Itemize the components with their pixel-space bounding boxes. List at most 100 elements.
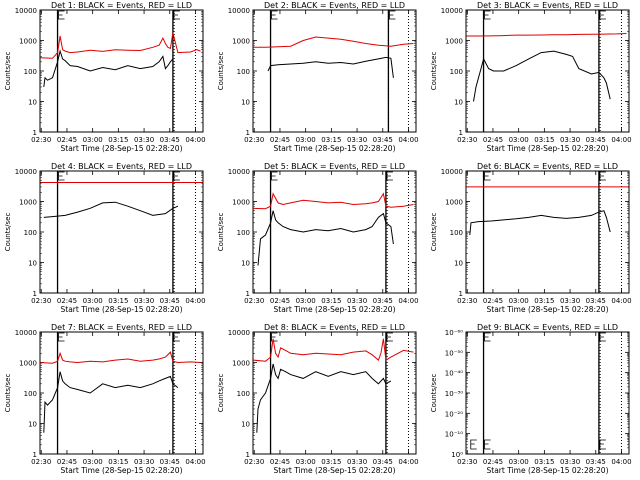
y-tick-label: 10⁻¹⁰ (445, 431, 463, 439)
series-events (469, 210, 611, 236)
y-tick-label: 1 (33, 290, 37, 298)
plot-frame (39, 170, 204, 294)
y-tick-label: 1 (246, 129, 250, 137)
x-tick-label: 03:15 (534, 458, 554, 466)
series-events (267, 56, 394, 78)
y-axis-label: Counts/sec (217, 52, 225, 91)
y-tick-label: 1 (459, 290, 463, 298)
panel-title: Det 3: BLACK = Events, RED = LLD (477, 1, 618, 10)
y-tick-label: 1000 (232, 38, 250, 46)
y-tick-label: 100 (237, 229, 250, 237)
x-tick-label: 03:00 (509, 136, 529, 144)
plot-frame (252, 170, 417, 294)
series-events (43, 49, 174, 87)
plot-frame (465, 331, 630, 455)
interval-flag (386, 332, 393, 342)
y-tick-label: 10000 (15, 168, 37, 176)
x-tick-label: 03:45 (586, 136, 606, 144)
detector-panel-4: Det 4: BLACK = Events, RED = LLD 1 10 100 10… (4, 162, 206, 314)
x-tick-label: 02:30 (244, 458, 264, 466)
x-tick-label: 03:00 (296, 297, 316, 305)
interval-flag (599, 10, 606, 20)
x-tick-label: 03:45 (160, 297, 180, 305)
x-tick-label: 03:45 (586, 458, 606, 466)
detector-panel-6: Det 6: BLACK = Events, RED = LLD 1 10 100 10… (430, 162, 632, 314)
x-tick-label: 04:00 (611, 297, 631, 305)
x-tick-label: 02:45 (57, 297, 77, 305)
x-tick-label: 02:45 (57, 136, 77, 144)
interval-flag (484, 332, 491, 342)
panel-title: Det 6: BLACK = Events, RED = LLD (477, 162, 618, 171)
plot-frame (252, 9, 417, 133)
y-axis-label: Counts/sec (430, 374, 438, 413)
x-tick-label: 03:45 (160, 136, 180, 144)
panel-title: Det 1: BLACK = Events, RED = LLD (51, 1, 192, 10)
x-tick-label: 03:30 (347, 458, 367, 466)
x-tick-label: 04:00 (398, 136, 418, 144)
plot-frame (39, 9, 204, 133)
interval-flag (599, 332, 606, 342)
x-axis-label: Start Time (28-Sep-15 02:28:20) (61, 466, 183, 475)
x-tick-label: 02:45 (483, 458, 503, 466)
y-axis-label: Counts/sec (4, 52, 12, 91)
y-tick-label: 10 (28, 260, 37, 268)
series-events (257, 210, 394, 266)
x-tick-label: 02:30 (457, 458, 477, 466)
plot-frame (252, 331, 417, 455)
series-events (43, 371, 179, 433)
y-tick-label: 10000 (15, 329, 37, 337)
x-axis-label: Start Time (28-Sep-15 02:28:20) (487, 144, 609, 153)
interval-flag (271, 332, 278, 342)
x-tick-label: 04:00 (185, 458, 205, 466)
x-tick-label: 03:15 (321, 297, 341, 305)
y-tick-label: 1 (33, 129, 37, 137)
interval-flag (271, 10, 278, 20)
interval-flag (58, 171, 65, 181)
x-tick-label: 02:45 (483, 297, 503, 305)
x-tick-label: 04:00 (611, 136, 631, 144)
x-tick-label: 02:30 (244, 297, 264, 305)
x-tick-label: 03:15 (321, 136, 341, 144)
x-tick-label: 03:45 (373, 297, 393, 305)
y-tick-label: 10⁻²⁰ (445, 410, 463, 418)
x-tick-label: 02:45 (270, 136, 290, 144)
x-axis-label: Start Time (28-Sep-15 02:28:20) (274, 466, 396, 475)
x-axis-label: Start Time (28-Sep-15 02:28:20) (61, 144, 183, 153)
detector-panel-1: Det 1: BLACK = Events, RED = LLD 1 10 100 10… (4, 1, 206, 153)
series-events (43, 201, 179, 218)
interval-flag (58, 332, 65, 342)
x-tick-label: 02:30 (457, 136, 477, 144)
series-lld (252, 338, 414, 362)
interval-flag (58, 10, 65, 20)
x-tick-label: 03:15 (321, 458, 341, 466)
interval-flag (599, 439, 606, 450)
x-axis-label: Start Time (28-Sep-15 02:28:20) (487, 466, 609, 475)
interval-flag (386, 171, 393, 181)
series-lld (39, 32, 201, 59)
detector-panel-2: Det 2: BLACK = Events, RED = LLD 1 10 100 10… (217, 1, 419, 153)
y-tick-label: 10000 (228, 329, 250, 337)
x-tick-label: 03:30 (560, 297, 580, 305)
x-tick-label: 02:30 (31, 297, 51, 305)
x-tick-label: 03:30 (134, 458, 154, 466)
plot-frame (465, 170, 630, 294)
x-tick-label: 03:15 (108, 458, 128, 466)
x-tick-label: 03:30 (134, 136, 154, 144)
panel-title: Det 7: BLACK = Events, RED = LLD (51, 323, 192, 332)
x-tick-label: 04:00 (185, 297, 205, 305)
y-axis-label: Counts/sec (430, 52, 438, 91)
y-axis-label: Counts/sec (4, 213, 12, 252)
x-tick-label: 04:00 (611, 458, 631, 466)
y-tick-label: 10 (28, 421, 37, 429)
y-axis-label: Counts/sec (217, 374, 225, 413)
y-tick-label: 10⁻⁴⁰ (445, 370, 463, 378)
detector-panel-8: Det 8: BLACK = Events, RED = LLD 1 10 100 10… (217, 323, 419, 475)
interval-flag (484, 439, 491, 450)
panel-title: Det 8: BLACK = Events, RED = LLD (264, 323, 405, 332)
y-tick-label: 10000 (15, 7, 37, 15)
y-tick-label: 1000 (19, 38, 37, 46)
y-tick-label: 10⁰ (451, 451, 463, 459)
y-tick-label: 1 (33, 451, 37, 459)
y-tick-label: 10 (241, 260, 250, 268)
x-tick-label: 03:30 (560, 458, 580, 466)
